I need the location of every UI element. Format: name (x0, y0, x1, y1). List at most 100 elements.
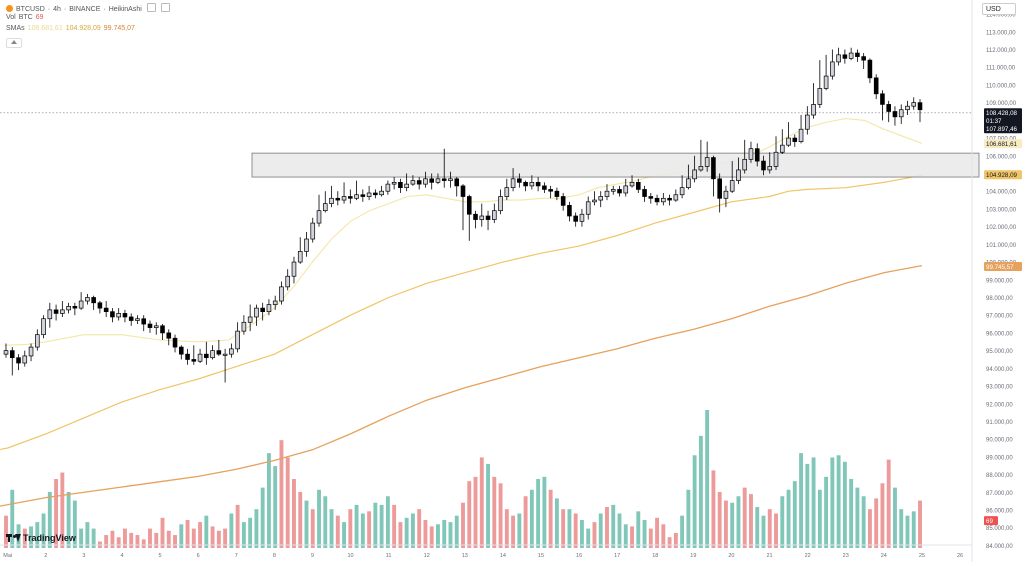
candle-body (197, 353, 203, 362)
volume-bar (360, 513, 365, 548)
resistance-zone[interactable] (251, 152, 980, 178)
candle-body (304, 238, 309, 252)
tradingview-logo[interactable]: TradingView (6, 533, 76, 543)
candle-body (172, 337, 178, 348)
volume-bar (836, 455, 841, 548)
candle-body (473, 213, 478, 220)
sma-fast-value: 106.681,61 (27, 25, 63, 32)
price-label-last: 108.428,08 (984, 108, 1022, 118)
volume-bar (548, 489, 553, 548)
candle-body (560, 196, 566, 206)
candle-body (141, 318, 147, 325)
volume-bar (47, 491, 52, 548)
volume-bar (830, 457, 835, 548)
volume-bar (241, 522, 246, 548)
volume-bar (367, 511, 372, 548)
volume-bar (191, 528, 196, 548)
candle-body (529, 182, 535, 187)
volume-bar (723, 500, 728, 548)
volume-bar (72, 500, 77, 548)
collapse-legend-button[interactable] (6, 38, 22, 48)
share-icon[interactable] (160, 3, 170, 12)
volume-bar (886, 459, 891, 548)
time-tick-label: 5 (159, 553, 162, 559)
symbol-legend[interactable]: BTCUSD · 4h · BINANCE · HeikinAshi (6, 3, 173, 13)
candle-body (35, 334, 40, 348)
candle-body (373, 192, 378, 196)
volume-bar (523, 496, 528, 548)
candle-body (53, 309, 59, 314)
candle-body (754, 148, 760, 162)
volume-bar (260, 487, 265, 548)
volume-bar (655, 517, 660, 548)
volume-bar (116, 537, 121, 548)
candle-body (917, 102, 923, 111)
candle-body (391, 182, 397, 185)
time-tick-label: 7 (235, 553, 238, 559)
price-tick-label: 106.000,00 (986, 154, 1017, 160)
candle-body (166, 332, 172, 339)
volume-bar (767, 509, 772, 548)
eye-icon[interactable] (146, 3, 156, 12)
volume-bar (567, 509, 572, 548)
exchange-label: BINANCE (69, 6, 101, 13)
time-tick-label: 15 (538, 553, 544, 559)
volume-bar (880, 483, 885, 548)
volume-bar (536, 479, 541, 548)
currency-selector[interactable]: USD (982, 3, 1016, 15)
sma-slow-line (0, 264, 923, 507)
volume-bar (392, 504, 397, 548)
price-label-last-alt: 107.897,46 (984, 124, 1022, 134)
candle-body (692, 169, 697, 180)
candle-body (498, 196, 503, 212)
candle-body (460, 185, 466, 197)
time-tick-label: 2 (44, 553, 47, 559)
candle-body (823, 75, 829, 89)
candle-body (16, 357, 21, 364)
price-tick-label: 93.000,00 (986, 385, 1013, 391)
candle-body (836, 54, 841, 63)
volume-bar (554, 498, 559, 548)
heikin-ashi-candles (3, 47, 923, 383)
candle-body (116, 313, 121, 318)
candle-body (91, 297, 96, 304)
volume-legend[interactable]: Vol BTC 69 (6, 14, 47, 21)
volume-bar (85, 522, 90, 548)
candle-body (886, 104, 891, 112)
volume-bar (279, 440, 284, 548)
sma-mid-value: 104.928,09 (65, 25, 101, 32)
tradingview-icon (6, 534, 21, 542)
volume-bar (29, 526, 33, 548)
tradingview-wordmark: TradingView (23, 533, 76, 543)
volume-bar (35, 522, 40, 548)
candle-body (466, 196, 472, 215)
volume-bars (4, 410, 922, 548)
price-label-bg (984, 116, 1022, 126)
time-tick-label: 21 (766, 553, 772, 559)
candle-body (811, 104, 816, 116)
volume-bar (642, 519, 647, 548)
candle-body (673, 194, 679, 201)
volume-bar (298, 491, 303, 548)
volume-bar (479, 457, 484, 548)
volume-bar (749, 494, 753, 548)
volume-bar (692, 455, 697, 548)
price-tick-label: 95.000,00 (986, 349, 1013, 355)
candle-body (805, 114, 810, 130)
time-tick-label: 3 (82, 553, 85, 559)
volume-bar (429, 526, 434, 548)
candle-body (103, 307, 109, 313)
volume-bar (592, 522, 597, 548)
bitcoin-icon (6, 5, 13, 12)
candle-body (210, 350, 215, 359)
volume-bar (842, 461, 847, 548)
price-label-bg (984, 516, 998, 526)
price-label-countdown: 01:37 (984, 116, 1022, 126)
sma-legend[interactable]: SMAs 106.681,61 104.928,09 99.745,07 (6, 25, 138, 32)
candle-body (366, 192, 372, 197)
time-tick-label: 23 (843, 553, 849, 559)
volume-bar (667, 537, 672, 548)
volume-bar (385, 496, 390, 548)
